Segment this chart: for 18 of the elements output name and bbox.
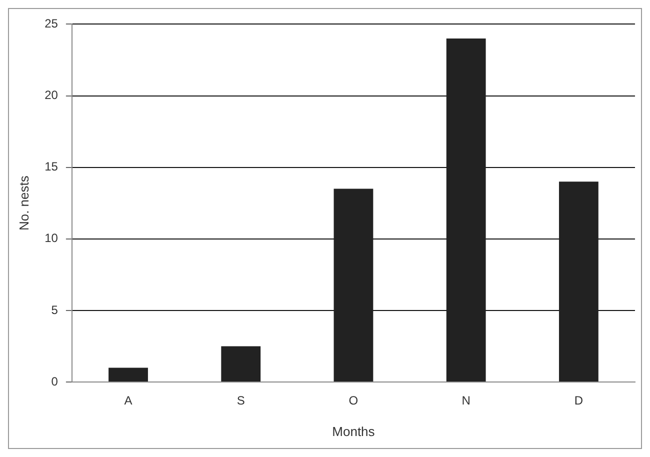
x-tick-label: N [462, 394, 470, 408]
bar [334, 188, 374, 382]
x-axis-title: Months [332, 424, 376, 439]
y-tick-label: 20 [44, 88, 58, 102]
x-tick-label: A [124, 394, 132, 408]
y-tick-label: 0 [51, 374, 58, 388]
bar [558, 182, 598, 382]
x-tick-label: D [574, 394, 584, 408]
y-tick-label: 15 [44, 160, 58, 174]
bar [446, 38, 486, 382]
y-tick-label: 25 [44, 16, 58, 31]
x-tick-label: S [236, 394, 245, 408]
y-tick-label: 10 [44, 231, 58, 246]
bar [108, 368, 148, 382]
bar [221, 346, 261, 382]
y-axis-title: No. nests [16, 175, 32, 231]
y-tick-label: 5 [51, 302, 58, 317]
x-tick-label: O [348, 394, 358, 408]
